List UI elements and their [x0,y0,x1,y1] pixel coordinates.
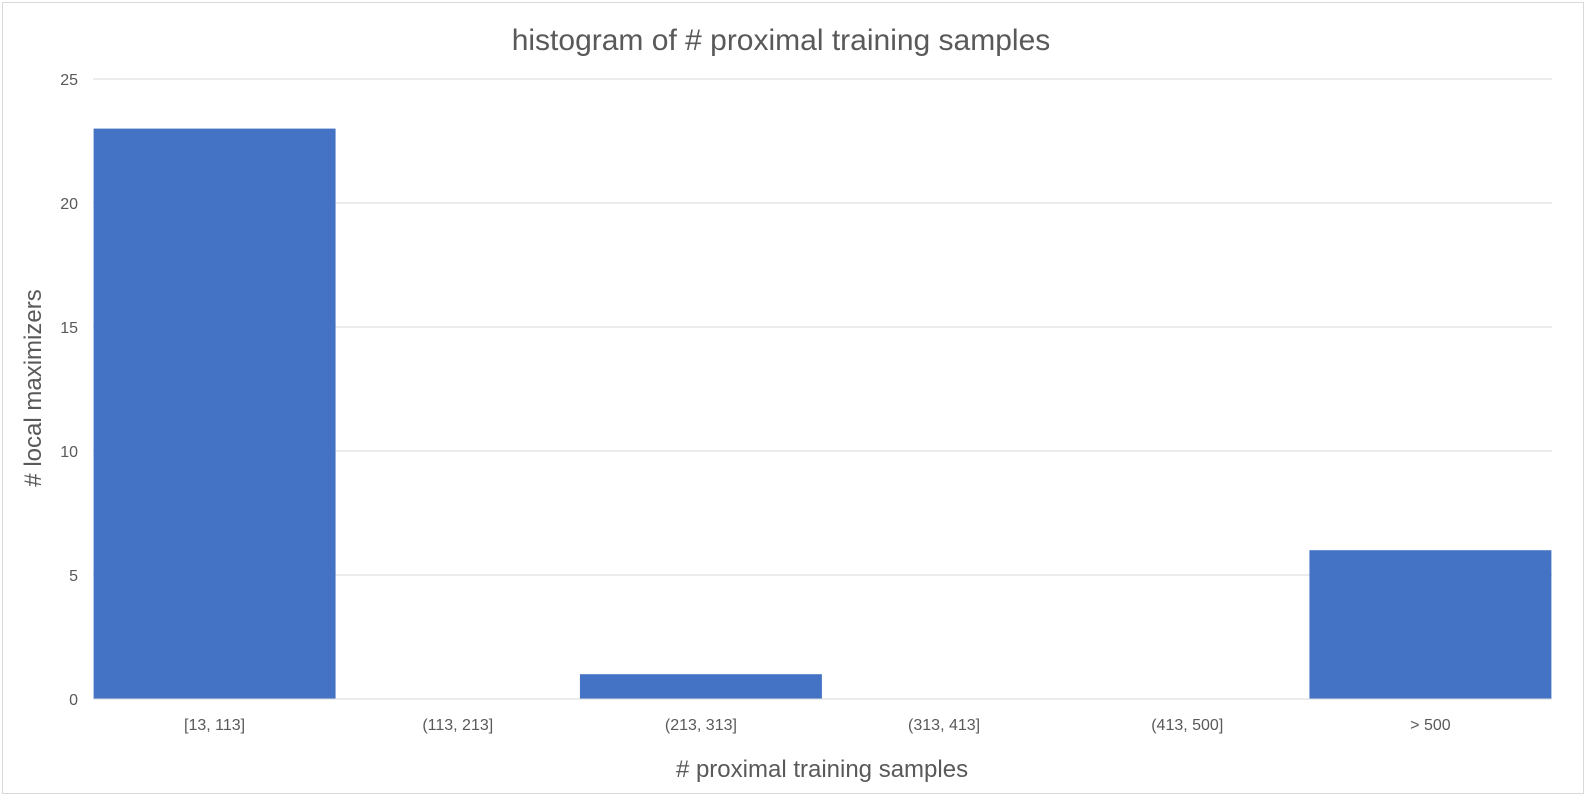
y-tick-label: 5 [69,568,78,585]
x-tick-label: > 500 [1410,717,1451,734]
y-tick-label: 15 [60,320,78,337]
bar [579,674,822,699]
y-tick-label: 25 [60,72,78,89]
y-tick-label: 20 [60,196,78,213]
bar [1309,550,1552,699]
y-axis-title: # local maximizers [20,289,47,486]
x-tick-label: (113, 213] [422,717,493,734]
y-tick-label: 0 [69,692,78,709]
x-tick-label: [13, 113] [184,717,245,734]
chart-title: histogram of # proximal training samples [512,24,1051,57]
gridlines [93,78,1552,576]
y-tick-labels: 0 5 10 15 20 25 [60,72,78,709]
bars [93,128,1552,700]
x-axis-title: # proximal training samples [676,756,968,783]
bar [93,128,336,700]
x-tick-labels: [13, 113] (113, 213] (213, 313] (313, 413] (… [184,717,1451,734]
x-tick-label: (213, 313] [665,717,737,734]
x-tick-label: (313, 413] [908,717,980,734]
y-tick-label: 10 [60,444,78,461]
x-tick-label: (413, 500] [1151,717,1223,734]
